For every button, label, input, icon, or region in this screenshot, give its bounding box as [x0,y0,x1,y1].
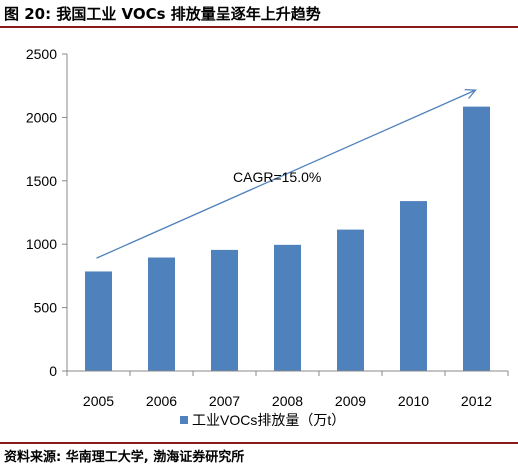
figure-source: 资料来源: 华南理工大学, 渤海证券研究所 [4,450,245,465]
bar-2005 [85,271,112,371]
bar-2007 [211,249,238,371]
x-tick-label: 2006 [146,393,177,409]
figure-title: 图 20: 我国工业 VOCs 排放量呈逐年上升趋势 [4,5,321,23]
y-tick-label: 1500 [26,173,57,189]
title-rule [0,26,518,28]
x-tick-label: 2010 [398,393,429,409]
y-tick-label: 0 [49,363,57,379]
x-tick-label: 2008 [272,393,303,409]
y-tick-label: 1000 [26,236,57,252]
chart-container: 0 500 1000 1500 2000 2500 2005 2006 2007 2008 200… [0,28,518,440]
y-tick-label: 2000 [26,109,57,125]
bar-2012 [463,106,490,371]
legend-label: 工业VOCs排放量（万t） [192,412,345,428]
legend-swatch [180,416,188,424]
y-tick-label: 500 [34,300,58,316]
y-tick-label: 2500 [26,46,57,62]
cagr-trend-arrow [96,90,476,259]
bar-series [85,106,490,371]
y-axis-ticks: 0 500 1000 1500 2000 2500 [26,46,67,379]
source-rule [0,442,518,444]
bar-2006 [148,257,175,371]
x-tick-label: 2009 [335,393,366,409]
x-tick-label: 2012 [461,393,492,409]
x-tick-label: 2005 [83,393,114,409]
bar-2009 [337,229,364,371]
bar-2008 [274,244,301,371]
x-tick-label: 2007 [209,393,240,409]
x-axis-labels: 2005 2006 2007 2008 2009 2010 2012 [66,371,509,409]
chart-legend: 工业VOCs排放量（万t） [180,412,345,428]
cagr-annotation: CAGR=15.0% [233,169,321,185]
bar-2010 [400,201,427,371]
